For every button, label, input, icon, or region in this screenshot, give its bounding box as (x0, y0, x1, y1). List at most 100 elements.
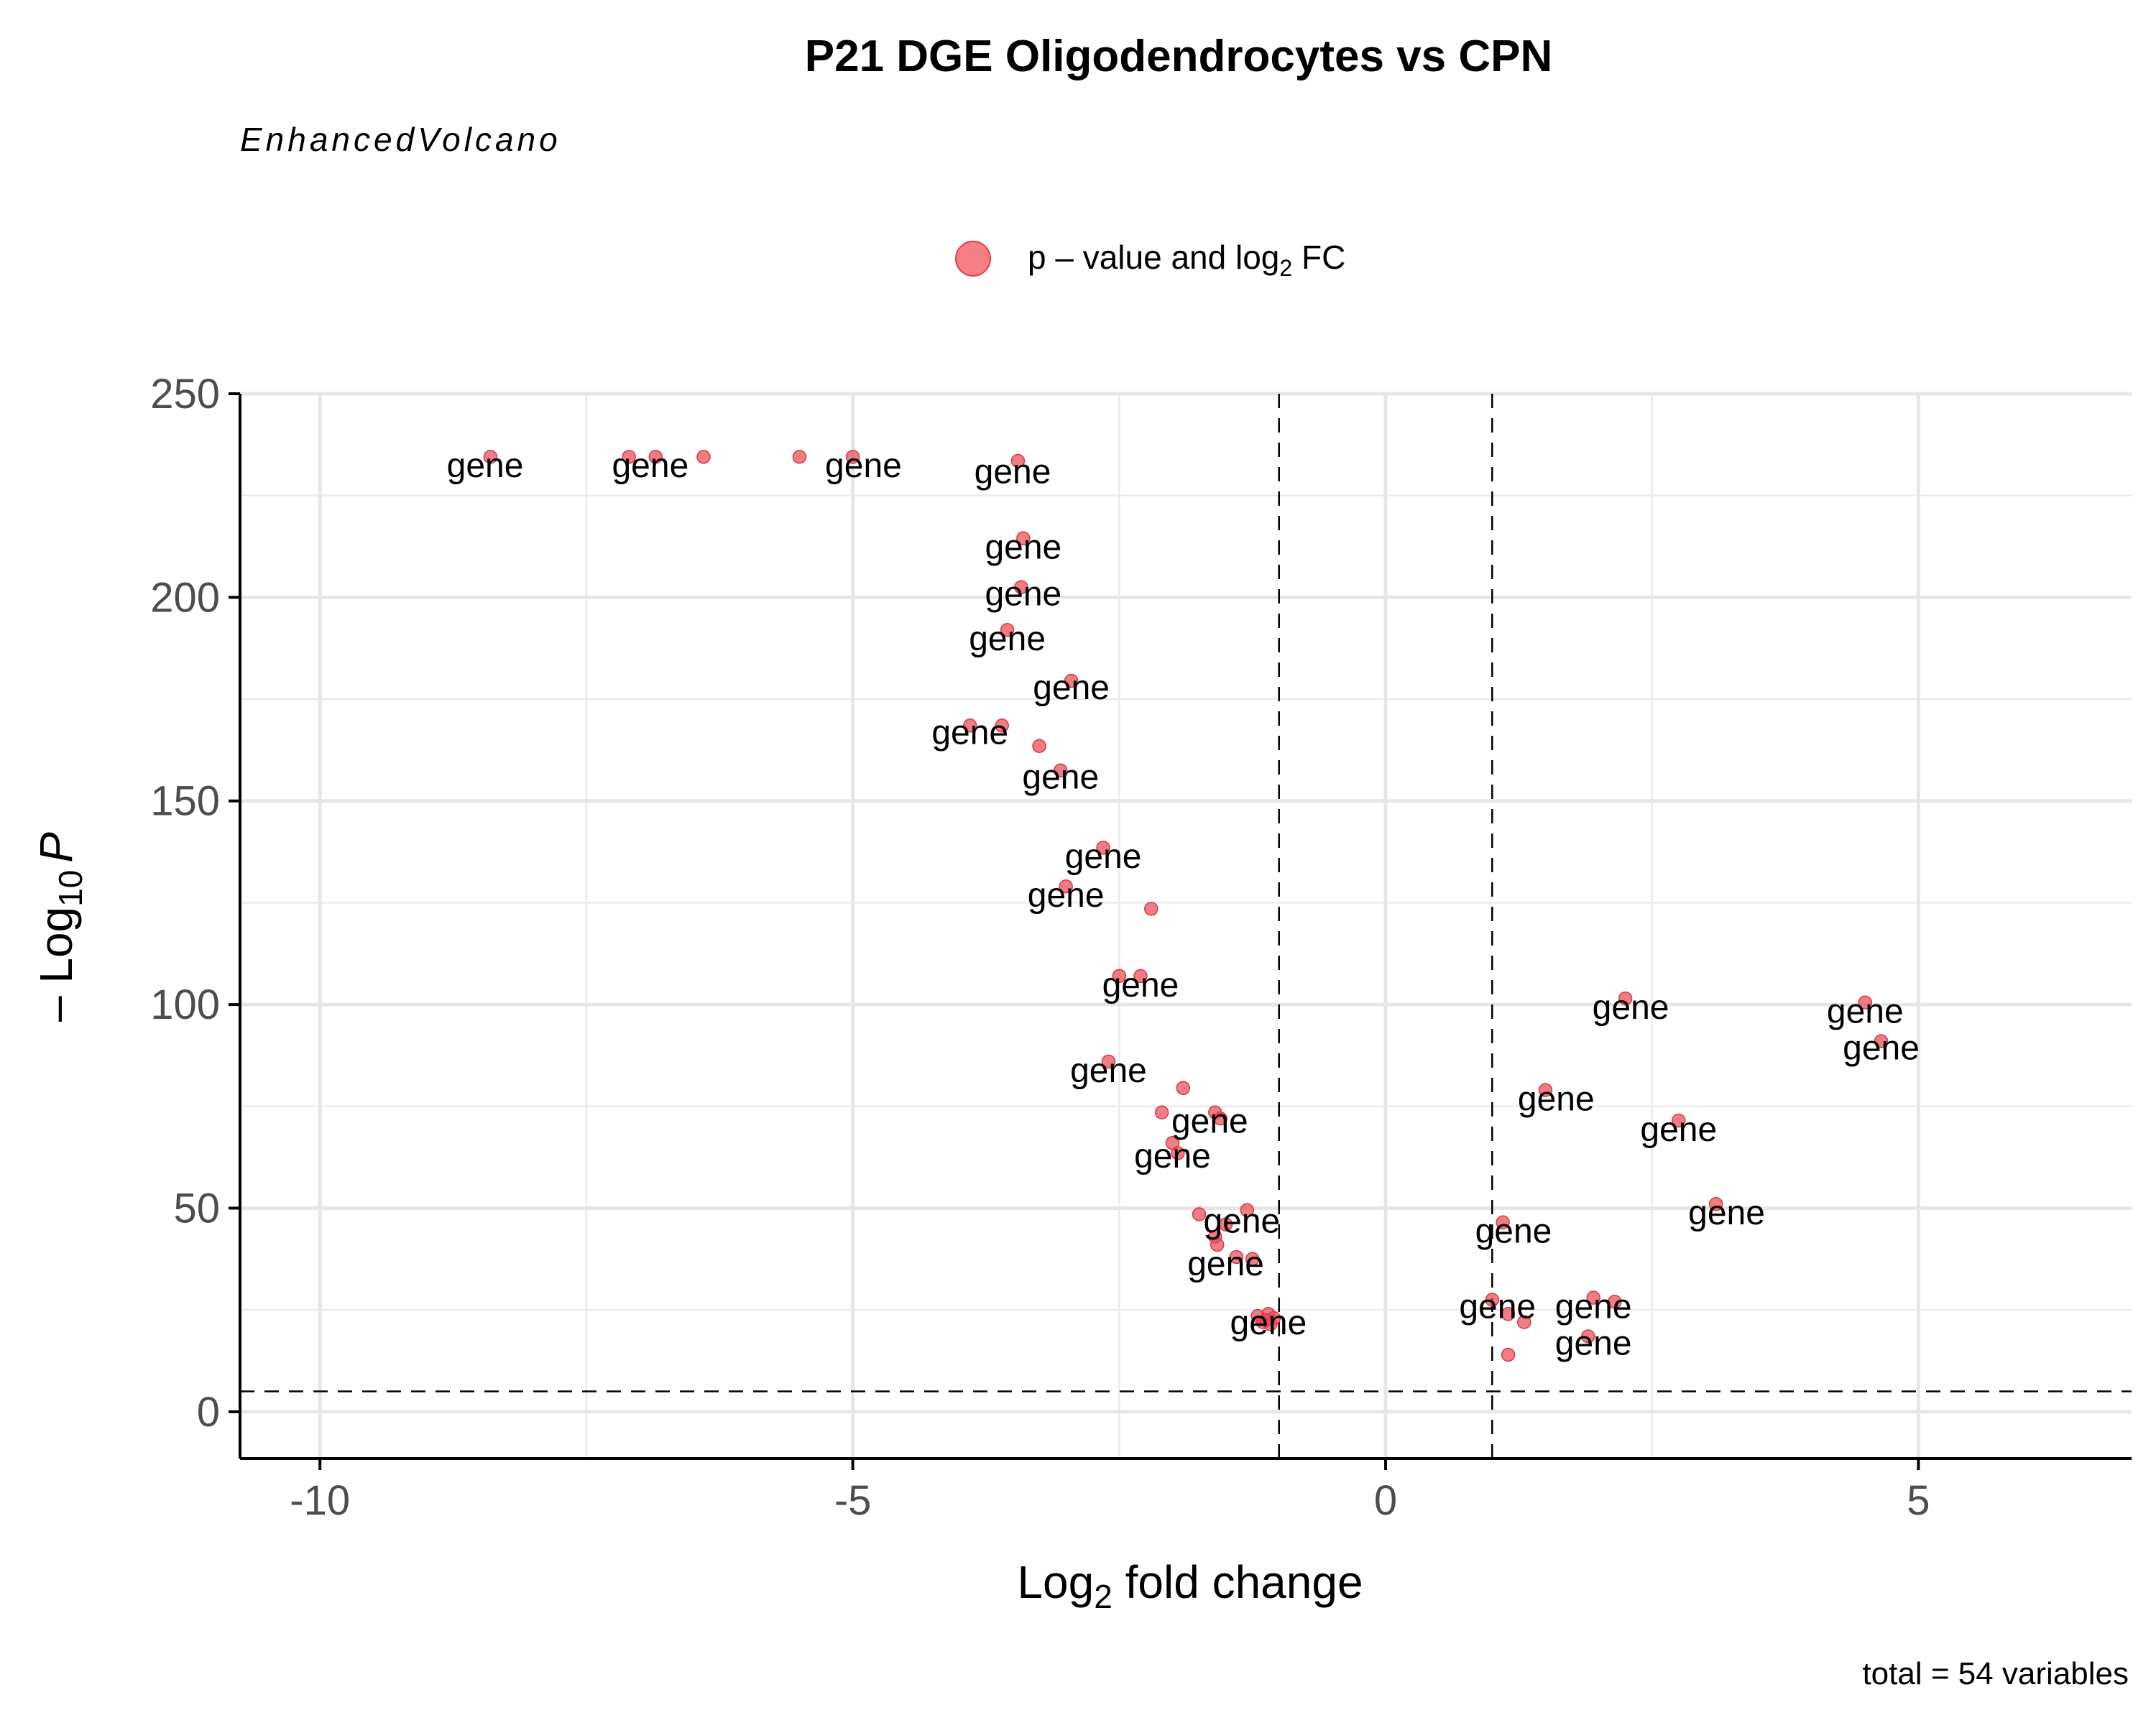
data-point (1586, 1290, 1600, 1305)
data-point (648, 450, 663, 464)
chart-title: P21 DGE Oligodendrocytes vs CPN (805, 32, 1553, 81)
data-point (1016, 531, 1031, 545)
point-label: gene (1518, 1080, 1595, 1118)
point-label: gene (1102, 966, 1179, 1004)
data-point (1874, 1034, 1889, 1048)
data-point (1059, 879, 1073, 894)
point-label: gene (1203, 1202, 1280, 1240)
y-axis-title-var: P (30, 832, 82, 863)
data-point (1608, 1295, 1622, 1309)
y-tick-label: 0 (197, 1389, 220, 1436)
data-point (1538, 1083, 1553, 1097)
data-point (1014, 580, 1028, 594)
data-point (1517, 1315, 1531, 1329)
x-tick-label: 5 (1907, 1477, 1930, 1524)
data-point (1000, 622, 1015, 637)
data-point (1708, 1197, 1723, 1211)
data-point (792, 450, 807, 464)
x-tick-label: -10 (290, 1477, 350, 1524)
legend-label-sub: 2 (1279, 255, 1292, 281)
data-point (1263, 1317, 1278, 1331)
point-label: gene (969, 620, 1046, 658)
legend-label-main: p – value and log (1028, 239, 1279, 276)
point-label: gene (1475, 1213, 1552, 1251)
data-point (1064, 673, 1079, 688)
point-label: gene (1028, 877, 1105, 915)
point-labels: gene gene gene genegenegenegenegenegenegene… (447, 447, 1920, 1362)
y-axis-title: – Log10 P (30, 832, 89, 1022)
y-tick-label: 250 (150, 371, 220, 417)
data-point (1218, 1217, 1233, 1232)
data-point (1192, 1207, 1207, 1221)
point-label: gene (1555, 1288, 1632, 1326)
point-label: gene (1065, 838, 1142, 876)
point-label: gene (1843, 1030, 1920, 1068)
grid (240, 392, 2132, 1459)
data-point (1581, 1329, 1595, 1344)
data-points (483, 450, 1889, 1362)
point-label: gene (1022, 759, 1099, 797)
point-label: gene (1187, 1245, 1264, 1283)
y-tick-label: 100 (150, 981, 220, 1028)
point-label: gene (1070, 1052, 1147, 1090)
data-point (1240, 1203, 1255, 1218)
point-label: gene (931, 713, 1008, 752)
point-label: gene (1827, 993, 1904, 1031)
point-label: gene (1640, 1111, 1717, 1149)
legend-label: p – value and log2 FC (1028, 239, 1345, 281)
data-point (1096, 841, 1110, 855)
y-axis-title-prefix: – Log (30, 907, 82, 1022)
x-tick-label: -5 (834, 1477, 872, 1524)
data-point (1112, 969, 1127, 984)
legend: p – value and log2 FC (955, 239, 1345, 281)
data-point (1101, 1054, 1116, 1069)
point-label: gene (1593, 989, 1669, 1027)
data-point (995, 719, 1009, 733)
chart-subtitle: EnhancedVolcano (240, 121, 561, 158)
data-point (1154, 1105, 1169, 1120)
point-label: gene (1459, 1288, 1536, 1326)
data-point (1496, 1215, 1510, 1230)
cutoff-lines (240, 394, 2132, 1459)
data-point (1010, 453, 1026, 468)
data-point (1858, 995, 1873, 1010)
data-point (845, 450, 860, 464)
data-point (1171, 1146, 1185, 1160)
data-point (1144, 902, 1158, 916)
point-label: gene (1688, 1194, 1765, 1232)
point-label: gene (985, 576, 1061, 614)
data-point (1485, 1293, 1500, 1307)
data-point (622, 450, 636, 464)
legend-label-rest: FC (1292, 239, 1345, 276)
data-point (1032, 739, 1046, 753)
data-point (1501, 1347, 1516, 1362)
point-label: gene (612, 447, 688, 485)
legend-key-marker (955, 241, 991, 277)
data-point (1245, 1252, 1260, 1267)
point-label: gene (447, 447, 524, 485)
data-point (1618, 991, 1633, 1006)
data-point (1672, 1113, 1686, 1128)
y-tick-label: 150 (150, 778, 220, 825)
data-point (1210, 1237, 1225, 1252)
point-label: gene (1134, 1137, 1211, 1175)
point-label: gene (825, 447, 902, 485)
x-axis-title-main: Log (1017, 1556, 1094, 1608)
point-label: gene (975, 453, 1051, 491)
data-point (1133, 969, 1148, 984)
x-axis-title-sub: 2 (1094, 1578, 1112, 1615)
point-label: gene (985, 529, 1061, 567)
point-label: gene (1230, 1304, 1307, 1342)
data-point (1054, 763, 1068, 777)
data-point (962, 719, 977, 733)
x-tick-label: 0 (1374, 1477, 1397, 1524)
chart-caption: total = 54 variables (1862, 1656, 2129, 1691)
y-tick-label: 50 (173, 1185, 220, 1232)
data-point (696, 450, 711, 464)
data-point (1229, 1249, 1244, 1265)
y-tick-label: 200 (150, 574, 220, 621)
x-axis-title: Log2 fold change (1017, 1556, 1363, 1615)
